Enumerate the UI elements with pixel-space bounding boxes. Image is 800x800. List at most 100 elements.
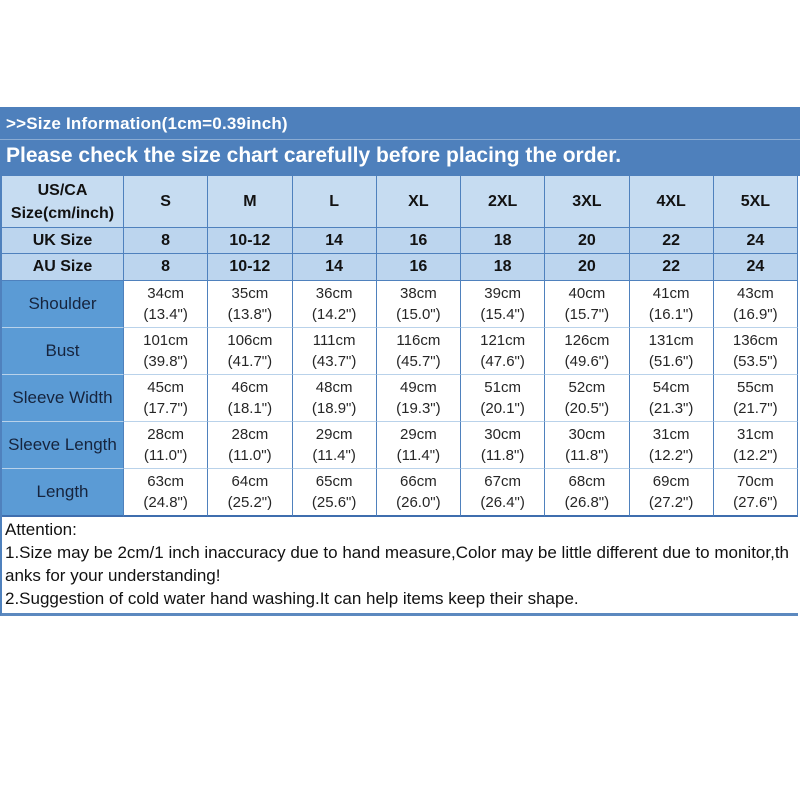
- measurement-value: 70cm (27.6"): [713, 469, 798, 517]
- inch-value: (25.2"): [227, 494, 273, 511]
- measurement-value: 31cm (12.2"): [629, 422, 714, 469]
- measurement-value: 66cm (26.0"): [376, 469, 461, 517]
- inch-value: (17.7"): [143, 400, 188, 417]
- au-size-value: 18: [461, 254, 546, 281]
- inch-value: (25.6"): [311, 494, 357, 511]
- inch-value: (11.0"): [228, 447, 272, 464]
- cm-value: 106cm: [227, 332, 273, 349]
- measurement-row-length: Length 63cm (24.8") 64cm (25.2") 65cm (25.6…: [2, 469, 798, 517]
- inch-value: (51.6"): [648, 353, 694, 370]
- measurement-value: 68cm (26.8"): [545, 469, 630, 517]
- measurement-value: 29cm (11.4"): [376, 422, 461, 469]
- cm-value: 43cm: [737, 285, 774, 302]
- cm-value: 55cm: [737, 379, 774, 396]
- header-size-2xl: 2XL: [461, 176, 546, 228]
- measurement-value: 30cm (11.8"): [461, 422, 546, 469]
- au-size-label: AU Size: [2, 254, 124, 281]
- inch-value: (20.5"): [564, 400, 610, 417]
- measurement-row-sleeve-length: Sleeve Length 28cm (11.0") 28cm (11.0") 29…: [2, 422, 798, 469]
- banner: >>Size Information(1cm=0.39inch) Please …: [0, 107, 800, 176]
- cm-value: 111cm: [312, 332, 356, 349]
- measurement-value: 131cm (51.6"): [629, 328, 714, 375]
- measurement-value: 67cm (26.4"): [461, 469, 546, 517]
- measurement-value: 35cm (13.8"): [208, 281, 293, 328]
- measurement-value: 65cm (25.6"): [292, 469, 377, 517]
- cm-value: 116cm: [396, 332, 441, 349]
- cm-value: 36cm: [315, 285, 353, 302]
- measurement-row-bust: Bust 101cm (39.8") 106cm (41.7") 111cm (43.…: [2, 328, 798, 375]
- inch-value: (11.0"): [143, 447, 188, 464]
- inch-value: (11.8"): [565, 447, 609, 464]
- inch-value: (12.2"): [733, 447, 778, 464]
- header-size-m: M: [208, 176, 293, 228]
- inch-value: (18.9"): [311, 400, 357, 417]
- cm-value: 35cm: [231, 285, 269, 302]
- measurement-value: 46cm (18.1"): [208, 375, 293, 422]
- cm-value: 40cm: [568, 285, 606, 302]
- measurement-value: 51cm (20.1"): [461, 375, 546, 422]
- size-information-title: >>Size Information(1cm=0.39inch): [6, 114, 288, 133]
- attention-note-2: 2.Suggestion of cold water hand washing.…: [5, 589, 579, 608]
- inch-value: (14.2"): [311, 306, 357, 323]
- cm-value: 66cm: [400, 473, 437, 490]
- inch-value: (43.7"): [311, 353, 357, 370]
- cm-value: 121cm: [480, 332, 526, 349]
- inch-value: (16.9"): [733, 306, 778, 323]
- inch-value: (26.4"): [480, 494, 525, 511]
- uk-size-value: 16: [376, 228, 461, 254]
- measurement-label: Length: [2, 469, 124, 517]
- measurement-value: 41cm (16.1"): [629, 281, 714, 328]
- attention-note-1: 1.Size may be 2cm/1 inch inaccuracy due …: [5, 543, 789, 585]
- au-size-value: 22: [629, 254, 714, 281]
- inch-value: (11.4"): [312, 447, 356, 464]
- inch-value: (11.4"): [396, 447, 441, 464]
- cm-value: 52cm: [568, 379, 606, 396]
- cm-value: 28cm: [147, 426, 184, 443]
- cm-value: 30cm: [568, 426, 606, 443]
- cm-value: 31cm: [737, 426, 774, 443]
- au-size-row: AU Size 8 10-12 14 16 18 20 22 24: [2, 254, 798, 281]
- cm-value: 29cm: [400, 426, 437, 443]
- inch-value: (13.8"): [227, 306, 273, 323]
- uk-size-value: 14: [292, 228, 377, 254]
- cm-value: 34cm: [147, 285, 184, 302]
- cm-value: 67cm: [484, 473, 521, 490]
- inch-value: (39.8"): [143, 353, 188, 370]
- au-size-value: 10-12: [208, 254, 293, 281]
- measurement-value: 45cm (17.7"): [124, 375, 209, 422]
- uk-size-value: 22: [629, 228, 714, 254]
- measurement-label: Shoulder: [2, 281, 124, 328]
- inch-value: (11.8"): [480, 447, 525, 464]
- au-size-value: 14: [292, 254, 377, 281]
- cm-value: 46cm: [231, 379, 269, 396]
- cm-value: 63cm: [147, 473, 184, 490]
- measurement-value: 28cm (11.0"): [124, 422, 209, 469]
- header-size-5xl: 5XL: [713, 176, 798, 228]
- inch-value: (18.1"): [227, 400, 273, 417]
- measurement-value: 28cm (11.0"): [208, 422, 293, 469]
- cm-value: 68cm: [568, 473, 606, 490]
- inch-value: (47.6"): [480, 353, 525, 370]
- measurement-value: 136cm (53.5"): [713, 328, 798, 375]
- header-us-ca-line1: US/CA: [37, 181, 88, 199]
- cm-value: 65cm: [315, 473, 353, 490]
- inch-value: (27.6"): [733, 494, 778, 511]
- measurement-value: 54cm (21.3"): [629, 375, 714, 422]
- inch-value: (20.1"): [480, 400, 525, 417]
- cm-value: 30cm: [484, 426, 521, 443]
- au-size-value: 24: [713, 254, 798, 281]
- inch-value: (53.5"): [733, 353, 778, 370]
- measurement-value: 111cm (43.7"): [292, 328, 377, 375]
- measurement-value: 55cm (21.7"): [713, 375, 798, 422]
- inch-value: (45.7"): [396, 353, 441, 370]
- inch-value: (27.2"): [648, 494, 694, 511]
- header-size-l: L: [292, 176, 377, 228]
- table-header-row: US/CA Size(cm/inch) S M L XL 2XL 3XL 4XL…: [2, 176, 798, 228]
- size-chart-warning: Please check the size chart carefully be…: [0, 139, 800, 176]
- measurement-value: 106cm (41.7"): [208, 328, 293, 375]
- measurement-label: Sleeve Length: [2, 422, 124, 469]
- inch-value: (49.6"): [564, 353, 610, 370]
- measurement-value: 116cm (45.7"): [376, 328, 461, 375]
- cm-value: 39cm: [484, 285, 521, 302]
- uk-size-value: 18: [461, 228, 546, 254]
